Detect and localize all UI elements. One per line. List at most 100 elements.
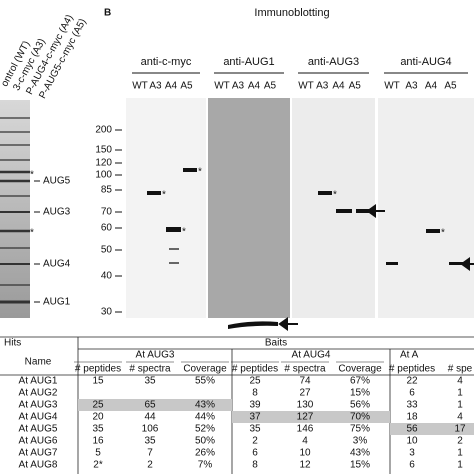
asterisk: *: [333, 190, 337, 201]
cell: 6: [409, 388, 415, 399]
blot-bands: [147, 168, 463, 329]
cell: 15%: [350, 460, 370, 471]
marker-label: 60: [101, 223, 113, 234]
cell: 3: [409, 448, 415, 459]
blot-bg: [208, 98, 290, 318]
cell: 3%: [353, 436, 368, 447]
blot-title: anti-c-myc: [141, 56, 192, 68]
group-header: At A: [400, 350, 419, 361]
cell: 127: [297, 412, 314, 423]
blot-bg: [292, 98, 375, 318]
row-name: At AUG5: [19, 424, 58, 435]
cell: 56: [406, 424, 418, 435]
lane-label: A5: [444, 81, 457, 92]
row-name: At AUG3: [19, 400, 58, 411]
cell: 65: [144, 400, 156, 411]
cell: 12: [299, 460, 311, 471]
cell: 33: [406, 400, 418, 411]
lane-label: A5: [180, 81, 193, 92]
asterisk: *: [441, 228, 445, 239]
cell: 20: [92, 412, 104, 423]
asterisk: *: [162, 190, 166, 201]
highlight: [390, 423, 474, 435]
cell: 7%: [198, 460, 213, 471]
lane-label: A4: [332, 81, 345, 92]
cell: 5: [95, 448, 101, 459]
lane-label: A5: [349, 81, 362, 92]
lane-label: WT: [298, 81, 314, 92]
cell: 74: [299, 376, 311, 387]
lane-label: WT: [214, 81, 230, 92]
lane-label: WT: [132, 81, 148, 92]
cell: 50%: [195, 436, 215, 447]
lane-label: WT: [384, 81, 400, 92]
row-name: At AUG4: [19, 412, 58, 423]
marker-label: 30: [101, 307, 113, 318]
cell: 10: [299, 448, 311, 459]
cell: 1: [457, 460, 463, 471]
cell: 130: [297, 400, 314, 411]
cell: 2: [252, 436, 258, 447]
cell: 22: [406, 376, 418, 387]
table-header: Name: [25, 357, 52, 368]
table-header: Hits: [4, 338, 21, 349]
cell: 43%: [195, 400, 215, 411]
blot-title: anti-AUG3: [308, 56, 359, 68]
marker-label: 150: [95, 145, 112, 156]
asterisk: *: [30, 170, 34, 181]
asterisk: *: [182, 227, 186, 238]
panel-label: B: [104, 8, 111, 19]
cell: 37: [249, 412, 261, 423]
cell: 2: [457, 436, 463, 447]
cell: 26%: [195, 448, 215, 459]
row-name: At AUG6: [19, 436, 58, 447]
band-label: AUG5: [43, 176, 71, 187]
gel-a: [0, 100, 40, 318]
band-label: AUG4: [43, 259, 71, 270]
cell: 1: [457, 448, 463, 459]
lane-label: A3: [232, 81, 245, 92]
sub-header: # peptides: [232, 364, 278, 375]
cell: 106: [142, 424, 159, 435]
cell: 10: [406, 436, 418, 447]
row-name: At AUG2: [19, 388, 58, 399]
sub-header: Coverage: [183, 364, 227, 375]
cell: 35: [249, 424, 261, 435]
marker-label: 50: [101, 245, 113, 256]
arrows: [278, 204, 474, 331]
panel-title: Immunoblotting: [254, 7, 329, 19]
row-name: At AUG8: [19, 460, 58, 471]
sub-header: # spectra: [129, 364, 171, 375]
cell: 17: [454, 424, 466, 435]
marker-label: 100: [95, 170, 112, 181]
cell: 35: [92, 424, 104, 435]
row-name: At AUG1: [19, 376, 58, 387]
cell: 2: [147, 460, 153, 471]
cell: 55%: [195, 376, 215, 387]
group-header: At AUG3: [136, 350, 175, 361]
sub-header: Coverage: [338, 364, 382, 375]
cell: 56%: [350, 400, 370, 411]
table-header: Baits: [265, 338, 287, 349]
group-header: At AUG4: [292, 350, 331, 361]
sub-header: # peptides: [389, 364, 435, 375]
highlight: [78, 399, 232, 411]
blot-title: anti-AUG4: [400, 56, 451, 68]
cell: 35: [144, 436, 156, 447]
marker-label: 70: [101, 207, 113, 218]
cell: 44: [144, 412, 156, 423]
table-lines: [0, 336, 474, 474]
cell: 4: [302, 436, 308, 447]
cell: 67%: [350, 376, 370, 387]
cell: 146: [297, 424, 314, 435]
lane-label: A3: [316, 81, 329, 92]
cell: 75%: [350, 424, 370, 435]
cell: 44%: [195, 412, 215, 423]
cell: 1: [457, 400, 463, 411]
cell: 15: [92, 376, 104, 387]
lane-label: A4: [248, 81, 261, 92]
marker-label: 120: [95, 158, 112, 169]
lane-label: A4: [425, 81, 438, 92]
